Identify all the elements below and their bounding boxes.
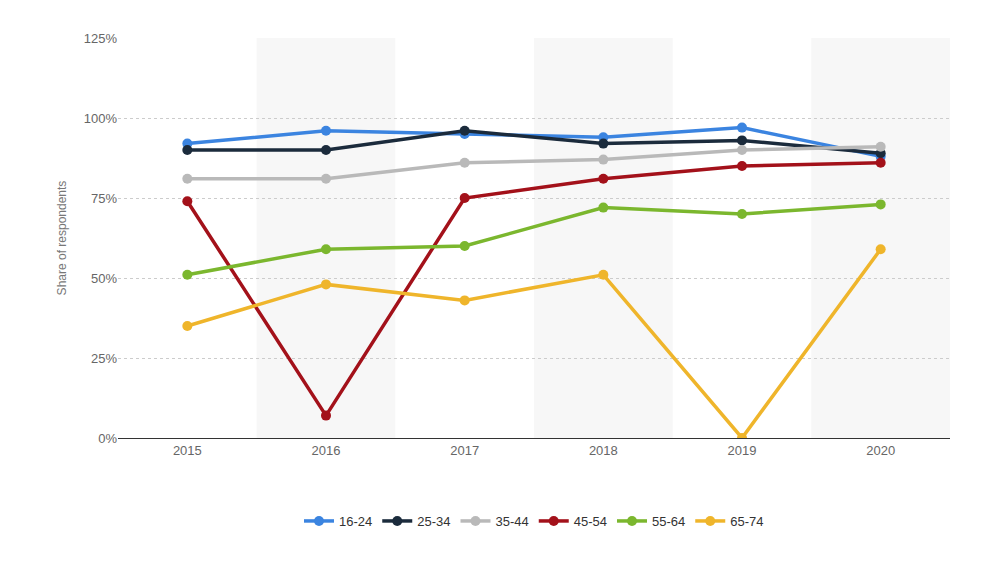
svg-text:Share of respondents: Share of respondents <box>55 181 69 296</box>
svg-text:25%: 25% <box>91 351 117 366</box>
svg-text:0%: 0% <box>98 431 117 446</box>
svg-text:2015: 2015 <box>173 443 202 458</box>
svg-text:65-74: 65-74 <box>730 514 763 529</box>
svg-text:100%: 100% <box>84 111 118 126</box>
svg-text:45-54: 45-54 <box>574 514 607 529</box>
svg-text:35-44: 35-44 <box>496 514 529 529</box>
svg-text:55-64: 55-64 <box>652 514 685 529</box>
svg-text:2016: 2016 <box>312 443 341 458</box>
svg-text:50%: 50% <box>91 271 117 286</box>
svg-text:25-34: 25-34 <box>417 514 450 529</box>
svg-text:2017: 2017 <box>450 443 479 458</box>
svg-text:2019: 2019 <box>728 443 757 458</box>
svg-text:2020: 2020 <box>866 443 895 458</box>
svg-text:16-24: 16-24 <box>339 514 372 529</box>
svg-text:125%: 125% <box>84 31 118 46</box>
svg-text:75%: 75% <box>91 191 117 206</box>
svg-text:2018: 2018 <box>589 443 618 458</box>
